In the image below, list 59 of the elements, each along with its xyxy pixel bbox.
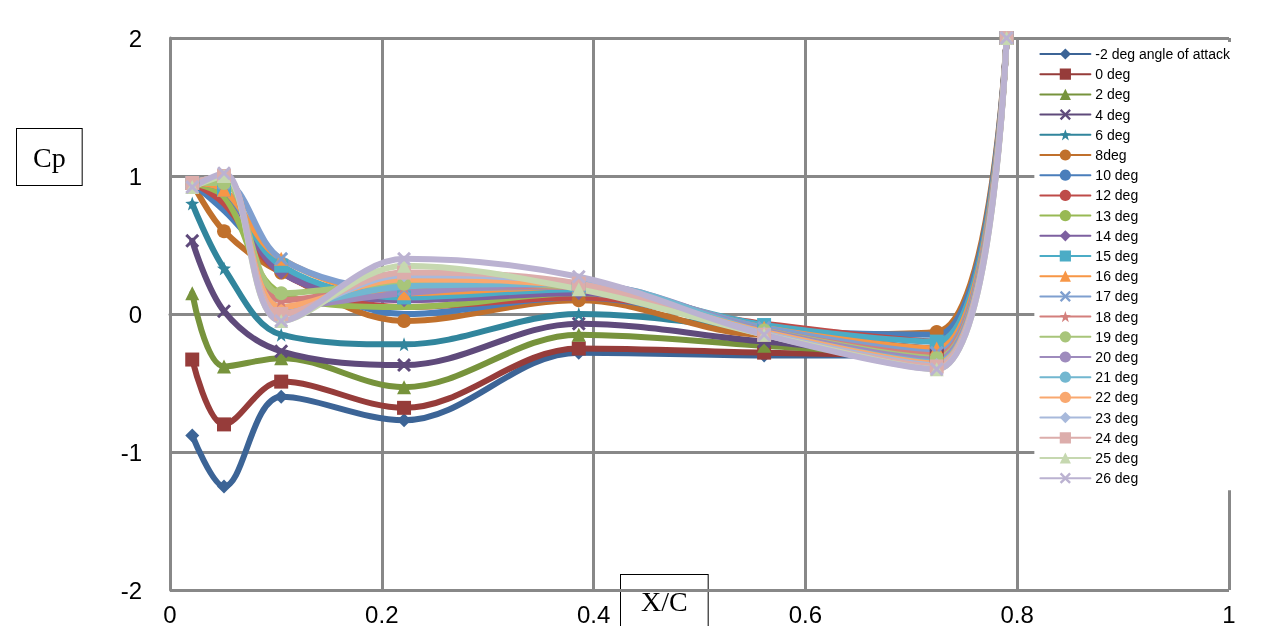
x-tick-label: 0.6 <box>788 600 823 628</box>
legend-label: 20 deg <box>1095 349 1139 365</box>
point <box>274 344 289 359</box>
y-tick-label: 1 <box>128 162 142 190</box>
legend-label: 12 deg <box>1095 187 1139 204</box>
x-axis-title: X/C <box>641 585 688 617</box>
legend-label: 10 deg <box>1095 167 1139 184</box>
point <box>274 327 289 342</box>
x-tick-label: 0.4 <box>576 600 611 628</box>
legend-label: 16 deg <box>1095 268 1139 285</box>
legend-label: 15 deg <box>1095 248 1139 264</box>
point <box>185 196 200 211</box>
point <box>185 428 200 443</box>
legend-label: 6 deg <box>1095 126 1131 143</box>
point <box>397 400 412 415</box>
point <box>185 352 200 367</box>
point <box>217 224 232 239</box>
y-tick-label: 2 <box>128 24 142 52</box>
legend-label: 14 deg <box>1095 227 1139 244</box>
y-axis-title: Cp <box>33 141 66 173</box>
x-tick-label: 0 <box>163 600 177 628</box>
point <box>217 304 232 319</box>
point <box>571 269 586 284</box>
point <box>185 286 200 301</box>
point <box>185 233 200 248</box>
legend-label: 2 deg <box>1095 86 1131 103</box>
legend-label: 21 deg <box>1095 369 1139 386</box>
x-tick-label: 0.8 <box>1000 600 1034 628</box>
x-tick-label: 0.2 <box>365 600 399 628</box>
legend-label: 4 deg <box>1095 106 1131 123</box>
point <box>397 313 412 328</box>
legend-label: 23 deg <box>1095 409 1139 426</box>
legend-label: 18 deg <box>1095 308 1139 325</box>
point <box>217 479 232 494</box>
point <box>274 374 289 389</box>
x-tick-label: 1 <box>1222 600 1236 628</box>
legend-label: 8deg <box>1095 147 1127 163</box>
point <box>397 380 412 395</box>
y-tick-label: -2 <box>120 576 142 604</box>
y-tick-label: -1 <box>120 438 142 466</box>
point <box>571 341 586 356</box>
legend-label: 0 deg <box>1095 66 1131 83</box>
point <box>397 358 412 373</box>
point <box>217 261 232 276</box>
point <box>217 359 232 374</box>
legend-label: 13 deg <box>1095 207 1139 224</box>
point <box>217 417 232 432</box>
point <box>571 327 586 342</box>
point <box>397 251 412 266</box>
legend-label: -2 deg angle of attack <box>1095 46 1231 62</box>
legend-label: 26 deg <box>1095 470 1139 487</box>
point <box>274 286 289 301</box>
legend-label: 25 deg <box>1095 450 1139 466</box>
y-tick-label: 0 <box>128 300 142 328</box>
legend-label: 19 deg <box>1095 328 1139 345</box>
point <box>571 316 586 331</box>
legend-label: 22 deg <box>1095 389 1139 406</box>
legend-label: 17 deg <box>1095 288 1139 305</box>
legend-label: 24 deg <box>1095 429 1139 446</box>
